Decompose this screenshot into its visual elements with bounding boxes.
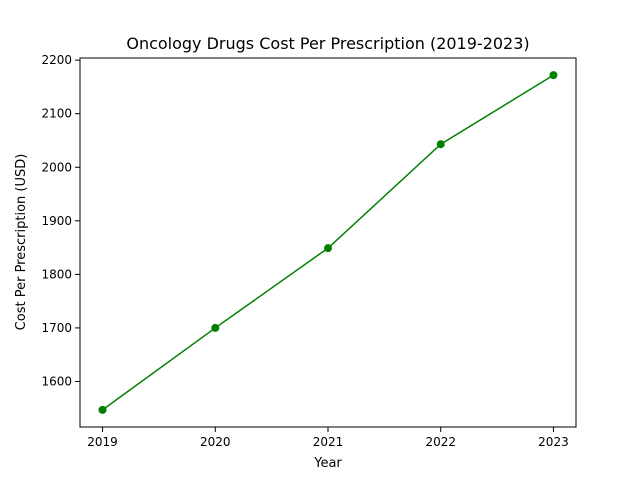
- data-point: [549, 71, 558, 80]
- y-tick-label: 1900: [41, 214, 72, 228]
- y-tick-label: 2100: [41, 107, 72, 121]
- x-tick-label: 2019: [87, 435, 118, 449]
- x-tick-label: 2020: [200, 435, 231, 449]
- series-layer: [98, 71, 558, 414]
- x-axis-label: Year: [313, 456, 342, 471]
- data-point: [324, 244, 332, 253]
- x-tick-label: 2023: [538, 435, 569, 449]
- x-axis: 2019 2020 2021 2022 2023: [87, 427, 569, 449]
- data-point: [436, 140, 445, 149]
- y-tick-label: 2200: [41, 53, 72, 67]
- data-point: [211, 323, 220, 332]
- data-point: [98, 405, 107, 414]
- y-tick-label: 1800: [41, 267, 72, 281]
- y-axis-label: Cost Per Prescription (USD): [14, 154, 29, 331]
- y-axis: 1600 1700 1800 1900 2000 2100 2200: [41, 53, 80, 388]
- x-tick-label: 2021: [313, 435, 344, 449]
- x-tick-label: 2022: [425, 435, 456, 449]
- y-tick-label: 1600: [41, 374, 72, 388]
- y-tick-label: 1700: [41, 321, 72, 335]
- series-line: [102, 74, 554, 411]
- y-tick-label: 2000: [41, 160, 72, 174]
- chart-title: Oncology Drugs Cost Per Prescription (20…: [126, 34, 529, 53]
